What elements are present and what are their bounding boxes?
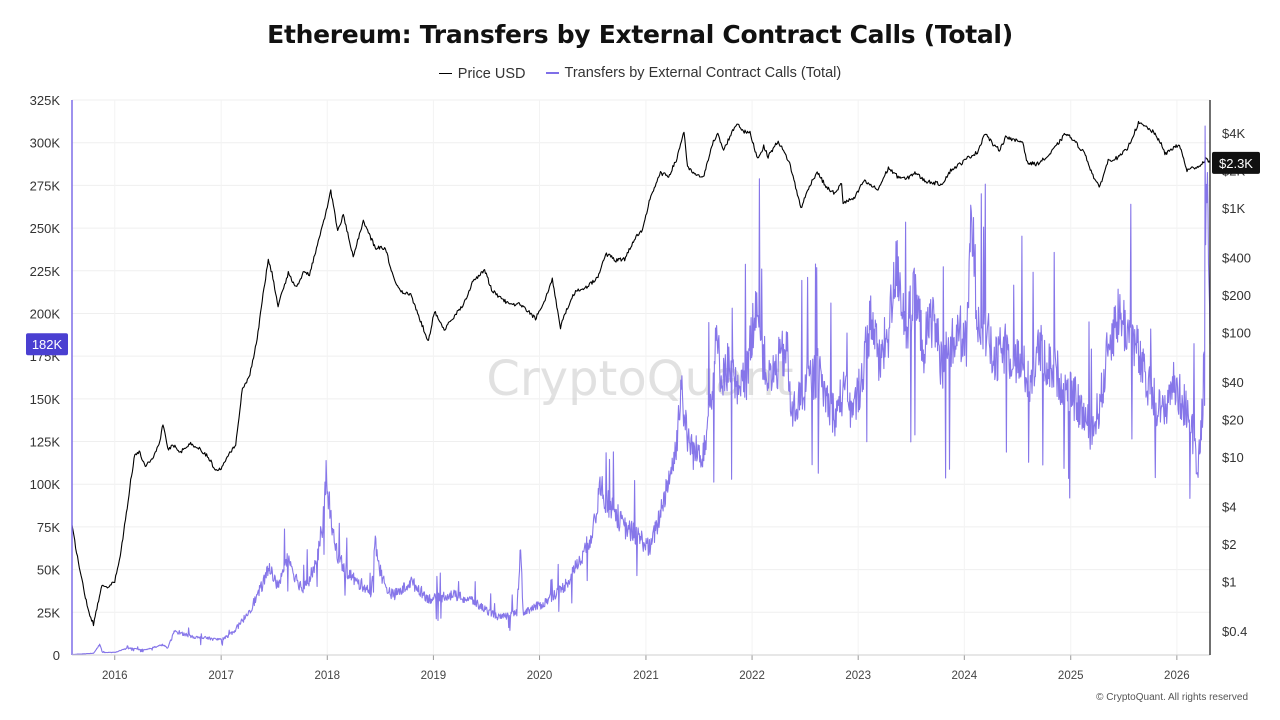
x-axis-tick-label: 2023 [845,670,871,682]
x-axis-tick-label: 2016 [102,670,128,682]
left-axis-tick-label: 150K [30,392,61,407]
right-axis-tick-label: $10 [1222,450,1244,465]
left-axis-tick-label: 225K [30,264,61,279]
left-current-badge [26,333,68,356]
left-axis-tick-label: 300K [30,136,61,151]
left-axis-tick-label: 0 [53,648,60,663]
legend-label-price: Price USD [457,65,526,82]
x-axis-tick-label: 2017 [208,670,234,682]
left-axis-tick-label: 125K [30,435,61,450]
right-axis-tick-label: $1K [1222,201,1245,216]
x-axis-tick-label: 2024 [952,670,978,682]
legend-swatch-transfers [545,72,559,74]
x-axis-tick-label: 2021 [633,670,659,682]
right-axis-tick-label: $2 [1222,537,1236,552]
copyright-notice: © CryptoQuant. All rights reserved [1096,692,1248,703]
chart-title: Ethereum: Transfers by External Contract… [267,20,1013,49]
legend-swatch-price [438,73,452,74]
right-current-badge [1212,151,1260,174]
right-axis-tick-label: $0.4 [1222,624,1247,639]
x-axis-tick-label: 2026 [1164,670,1190,682]
grid-layer [72,99,1210,656]
x-axis-tick-label: 2020 [527,670,553,682]
right-axis-tick-label: $20 [1222,412,1244,427]
labels-layer: 182K $2.3K [26,151,1260,356]
x-axis-tick-label: 2025 [1058,670,1084,682]
legend-label-transfers: Transfers by External Contract Calls (To… [564,65,842,81]
right-axis-tick-label: $100 [1222,325,1251,340]
right-current-label: $2.3K [1219,156,1253,171]
left-axis-tick-label: 50K [37,563,60,578]
right-axis-tick-label: $400 [1222,251,1251,266]
x-axis-tick-label: 2019 [421,670,447,682]
right-axis-tick-label: $4 [1222,500,1236,515]
series-line-price [71,120,1211,627]
x-axis-tick-label: 2018 [314,670,340,682]
left-current-label: 182K [32,337,63,352]
right-axis-tick-label: $4K [1222,126,1245,141]
axes-layer: 025K50K75K100K125K150K175K200K225K250K27… [30,93,1251,682]
legend-item-price[interactable]: Price USD [438,65,526,82]
right-axis-tick-label: $1 [1222,574,1236,589]
right-axis-tick-label: $40 [1222,375,1244,390]
legend-item-transfers[interactable]: Transfers by External Contract Calls (To… [545,65,842,81]
left-axis-tick-label: 100K [30,477,61,492]
left-axis-tick-label: 25K [37,605,60,620]
left-axis-tick-label: 200K [30,306,61,321]
series-layer [71,100,1211,656]
series-line-transfers [71,125,1211,656]
left-axis-tick-label: 75K [37,520,60,535]
legend: Price USD Transfers by External Contract… [0,62,1280,82]
left-axis-tick-label: 325K [30,93,61,108]
left-axis-tick-label: 250K [30,221,61,236]
right-axis-tick-label: $200 [1222,288,1251,303]
x-axis-tick-label: 2022 [739,670,765,682]
left-axis-tick-label: 275K [30,178,61,193]
